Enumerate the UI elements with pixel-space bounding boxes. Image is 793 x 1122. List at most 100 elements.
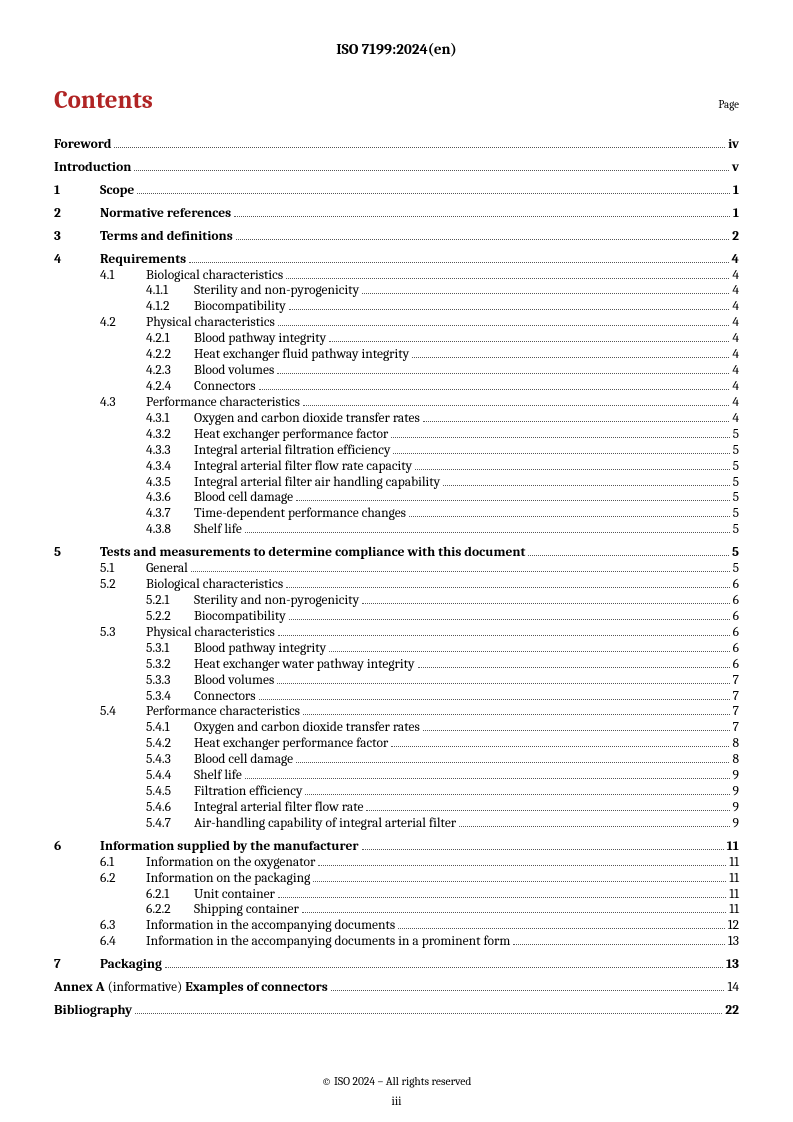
toc-entry[interactable]: 4.1Biological characteristics4 — [54, 268, 739, 284]
toc-entry[interactable]: 5.2.2Biocompatibility6 — [54, 609, 739, 625]
toc-entry[interactable]: 4.3.5Integral arterial filter air handli… — [54, 475, 739, 491]
toc-entry[interactable]: 7Packaging13 — [54, 957, 739, 973]
toc-entry-title: Heat exchanger performance factor — [194, 736, 388, 752]
toc-entry-number: 5.2.2 — [146, 609, 194, 625]
toc-entry-page: 5 — [733, 459, 739, 475]
toc-entry[interactable]: 4.3.2Heat exchanger performance factor5 — [54, 427, 739, 443]
toc-leader — [259, 699, 730, 700]
toc-entry[interactable]: 5.2Biological characteristics6 — [54, 577, 739, 593]
toc-entry-title: Physical characteristics — [146, 625, 275, 641]
toc-entry[interactable]: 5.4.5Filtration efficiency9 — [54, 784, 739, 800]
toc-entry-page: 6 — [733, 641, 739, 657]
toc-entry[interactable]: 5.4.6Integral arterial filter flow rate9 — [54, 800, 739, 816]
toc-entry-number: 4.2.2 — [146, 347, 194, 363]
toc-entry[interactable]: 5.3.1Blood pathway integrity6 — [54, 641, 739, 657]
toc-entry[interactable]: 6.2Information on the packaging11 — [54, 871, 739, 887]
toc-entry[interactable]: 2Normative references1 — [54, 206, 739, 222]
toc-entry[interactable]: 6.2.1Unit container11 — [54, 887, 739, 903]
toc-entry[interactable]: 4.3.3Integral arterial filtration effici… — [54, 443, 739, 459]
toc-leader — [278, 325, 730, 326]
toc-entry-page: 4 — [732, 363, 739, 379]
toc-entry[interactable]: 5.4.3Blood cell damage8 — [54, 752, 739, 768]
toc-entry[interactable]: 4.3.8Shelf life5 — [54, 522, 739, 538]
toc-entry-number: 5.2.1 — [146, 593, 194, 609]
toc-entry[interactable]: 4.2.1Blood pathway integrity4 — [54, 331, 739, 347]
toc-leader — [329, 341, 729, 342]
toc-entry[interactable]: 4.3Performance characteristics4 — [54, 395, 739, 411]
toc-entry[interactable]: 5.4.4Shelf life9 — [54, 768, 739, 784]
toc-entry[interactable]: 5.3Physical characteristics6 — [54, 625, 739, 641]
toc-entry[interactable]: 6.3Information in the accompanying docum… — [54, 918, 739, 934]
toc-entry-title: Terms and definitions — [100, 229, 233, 245]
toc-entry-number: 5.2 — [100, 577, 146, 593]
toc-entry-number: 5.3 — [100, 625, 146, 641]
toc-entry[interactable]: 4.2.2Heat exchanger fluid pathway integr… — [54, 347, 739, 363]
toc-entry[interactable]: 3Terms and definitions2 — [54, 229, 739, 245]
toc-entry-number: 5.4.5 — [146, 784, 194, 800]
toc-entry[interactable]: 5.1General5 — [54, 561, 739, 577]
toc-entry[interactable]: 4Requirements4 — [54, 252, 739, 268]
toc-entry-number: 5.4.2 — [146, 736, 194, 752]
toc-entry[interactable]: Annex A (informative) Examples of connec… — [54, 980, 739, 996]
toc-entry[interactable]: 1Scope1 — [54, 183, 739, 199]
toc-entry-page: 4 — [732, 395, 739, 411]
toc-leader — [245, 532, 730, 533]
toc-entry[interactable]: Introductionv — [54, 160, 739, 176]
toc-entry[interactable]: 6.1Information on the oxygenator11 — [54, 855, 739, 871]
toc-entry-title: Tests and measurements to determine comp… — [100, 545, 525, 561]
toc-entry[interactable]: 4.3.7Time-dependent performance changes5 — [54, 506, 739, 522]
toc-entry-title: Heat exchanger water pathway integrity — [194, 657, 415, 673]
toc-entry-title: Biocompatibility — [194, 299, 286, 315]
toc-entry[interactable]: Bibliography22 — [54, 1003, 739, 1019]
toc-entry-page: 7 — [733, 673, 739, 689]
toc-entry[interactable]: 4.2Physical characteristics4 — [54, 315, 739, 331]
toc-entry-number: 4.2.3 — [146, 363, 194, 379]
toc-entry-number: 4.3.5 — [146, 475, 194, 491]
toc-entry-title: Blood cell damage — [194, 752, 293, 768]
toc-entry-page: iv — [728, 137, 739, 153]
toc-entry[interactable]: 5.4.2Heat exchanger performance factor8 — [54, 736, 739, 752]
toc-entry-number: 5.4.3 — [146, 752, 194, 768]
toc-entry[interactable]: 6.4Information in the accompanying docum… — [54, 934, 739, 950]
toc-leader — [366, 810, 729, 811]
toc-entry-page: 4 — [732, 268, 739, 284]
toc-entry-title: Integral arterial filter flow rate — [194, 800, 363, 816]
toc-leader — [135, 1013, 722, 1014]
toc-entry[interactable]: 5.4Performance characteristics7 — [54, 704, 739, 720]
toc-entry[interactable]: 4.3.4Integral arterial filter flow rate … — [54, 459, 739, 475]
toc-leader — [303, 714, 730, 715]
toc-entry[interactable]: 5Tests and measurements to determine com… — [54, 545, 739, 561]
toc-entry[interactable]: 5.4.1Oxygen and carbon dioxide transfer … — [54, 720, 739, 736]
toc-entry[interactable]: 5.4.7Air-handling capability of integral… — [54, 816, 739, 832]
toc-leader — [286, 587, 730, 588]
toc-entry[interactable]: 5.3.4Connectors7 — [54, 689, 739, 705]
toc-leader — [391, 746, 729, 747]
toc-leader — [189, 262, 728, 263]
toc-entry[interactable]: Forewordiv — [54, 137, 739, 153]
toc-entry[interactable]: 4.3.6Blood cell damage5 — [54, 490, 739, 506]
toc-entry-title: Bibliography — [54, 1003, 132, 1019]
toc-leader — [423, 421, 730, 422]
toc-entry-title: Integral arterial filter air handling ca… — [194, 475, 440, 491]
toc-entry-number: 4.3.4 — [146, 459, 194, 475]
toc-entry-page: 2 — [732, 229, 739, 245]
toc-entry[interactable]: 4.3.1Oxygen and carbon dioxide transfer … — [54, 411, 739, 427]
toc-entry[interactable]: 6Information supplied by the manufacture… — [54, 839, 739, 855]
toc-leader — [362, 849, 724, 850]
toc-entry[interactable]: 5.3.3Blood volumes7 — [54, 673, 739, 689]
toc-entry-page: 1 — [733, 183, 739, 199]
toc-leader — [459, 826, 729, 827]
toc-entry[interactable]: 5.2.1Sterility and non-pyrogenicity6 — [54, 593, 739, 609]
toc-entry-page: 4 — [732, 299, 739, 315]
toc-entry[interactable]: 4.2.3Blood volumes4 — [54, 363, 739, 379]
table-of-contents: Forewordiv Introductionv 1Scope1 2Normative… — [54, 137, 739, 1019]
toc-leader — [259, 389, 730, 390]
toc-entry[interactable]: 5.3.2Heat exchanger water pathway integr… — [54, 657, 739, 673]
toc-entry-number: 4.3.8 — [146, 522, 194, 538]
toc-entry-page: 4 — [732, 315, 739, 331]
toc-entry[interactable]: 4.2.4Connectors4 — [54, 379, 739, 395]
toc-entry[interactable]: 4.1.2Biocompatibility4 — [54, 299, 739, 315]
toc-entry-title: Blood volumes — [194, 673, 274, 689]
toc-entry[interactable]: 4.1.1Sterility and non-pyrogenicity4 — [54, 283, 739, 299]
toc-entry[interactable]: 6.2.2Shipping container11 — [54, 902, 739, 918]
